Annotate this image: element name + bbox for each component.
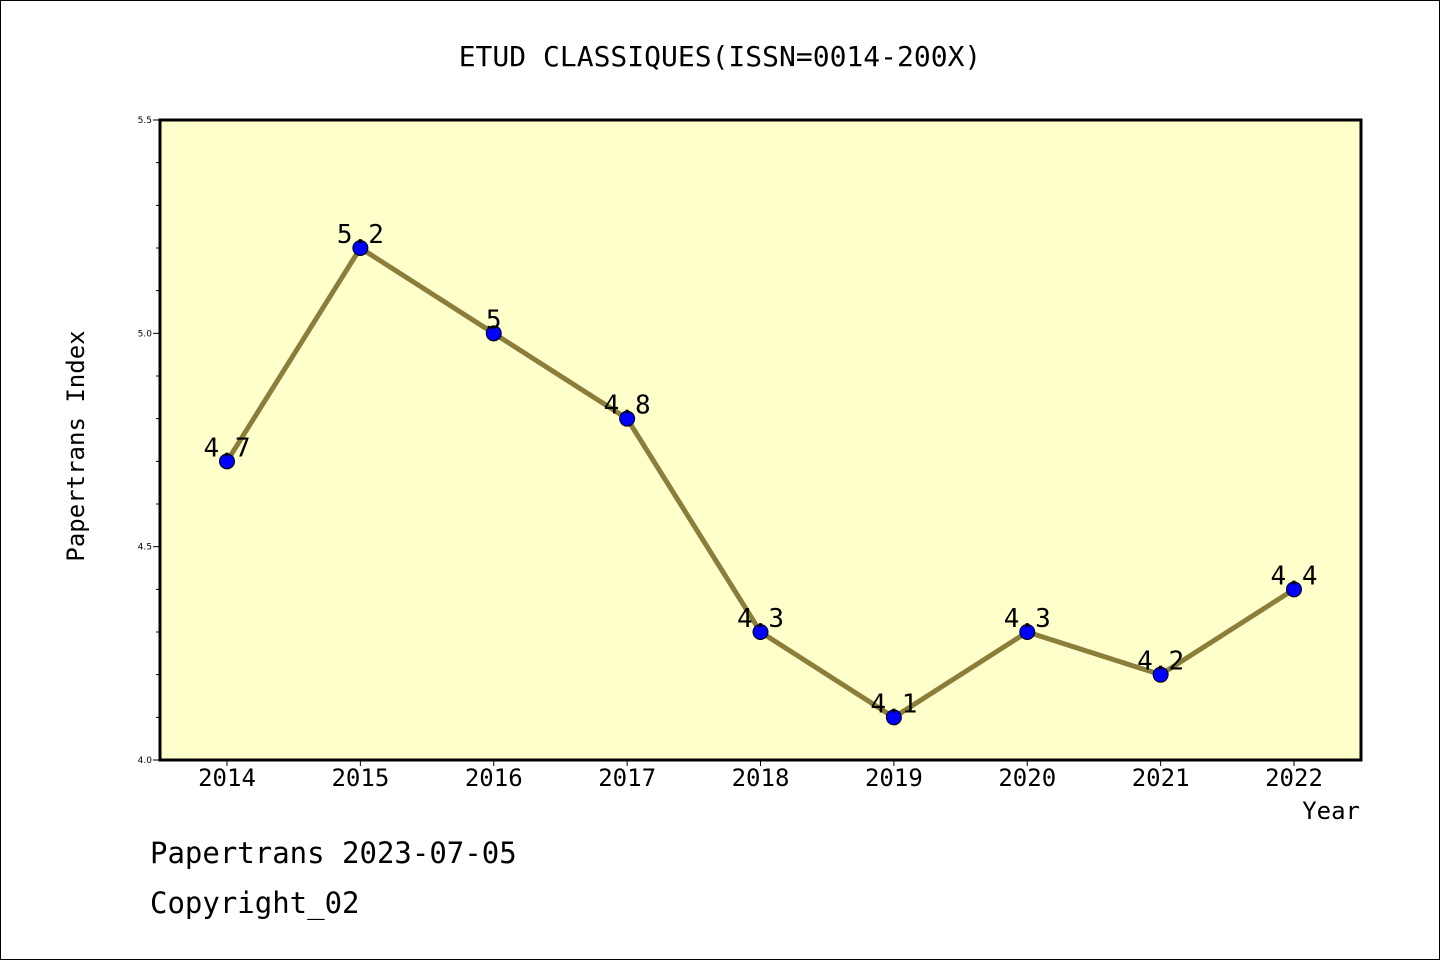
data-label: 5.2 — [337, 220, 384, 250]
data-label: 4.2 — [1137, 647, 1184, 677]
data-label: 4.3 — [1004, 604, 1051, 634]
x-tick-label: 2020 — [998, 764, 1056, 792]
footer-date-line: Papertrans 2023-07-05 — [150, 836, 517, 870]
x-tick-label: 2016 — [465, 764, 523, 792]
data-label: 4.4 — [1271, 561, 1318, 591]
data-point — [352, 240, 369, 256]
data-point — [752, 624, 769, 640]
data-label: 4.3 — [737, 604, 784, 634]
data-point — [619, 410, 636, 427]
x-tick-label: 2019 — [865, 764, 923, 792]
data-label: 4.8 — [604, 391, 651, 421]
x-tick-label: 2022 — [1265, 764, 1323, 792]
data-point — [219, 453, 235, 470]
plot-area — [158, 118, 1363, 762]
footer-copyright: Copyright_02 — [150, 886, 360, 920]
x-tick-label: 2014 — [198, 764, 256, 792]
x-tick-label: 2018 — [732, 764, 790, 792]
y-tick-label: 4.5 — [138, 543, 152, 553]
data-label: 5 — [486, 305, 502, 335]
data-point — [485, 325, 502, 342]
data-point — [1152, 666, 1169, 683]
data-label: 4.7 — [204, 433, 251, 463]
x-axis-label: Year — [1302, 797, 1360, 825]
y-tick-label: 5.5 — [138, 116, 152, 126]
x-axis: 2014 2015 2016 2017 2018 2019 2020 2021 2022 — [198, 760, 1323, 792]
data-point — [1286, 581, 1302, 598]
chart-title: ETUD CLASSIQUES(ISSN=0014-200X) — [459, 40, 982, 73]
x-tick-label: 2021 — [1132, 764, 1190, 792]
data-point — [1019, 624, 1036, 640]
y-axis-label: Papertrans Index — [62, 330, 90, 561]
x-tick-label: 2015 — [331, 764, 389, 792]
data-point — [885, 709, 902, 726]
y-tick-label: 5.0 — [138, 329, 153, 339]
x-tick-label: 2017 — [598, 764, 656, 792]
series-group: 4.7 5.2 5 4.8 4.3 4.1 4.3 4.2 4.4 — [204, 220, 1318, 726]
y-axis: 4.0 4.5 5.0 5.5 — [138, 116, 160, 766]
y-tick-label: 4.0 — [138, 756, 153, 766]
data-label: 4.1 — [870, 689, 917, 719]
